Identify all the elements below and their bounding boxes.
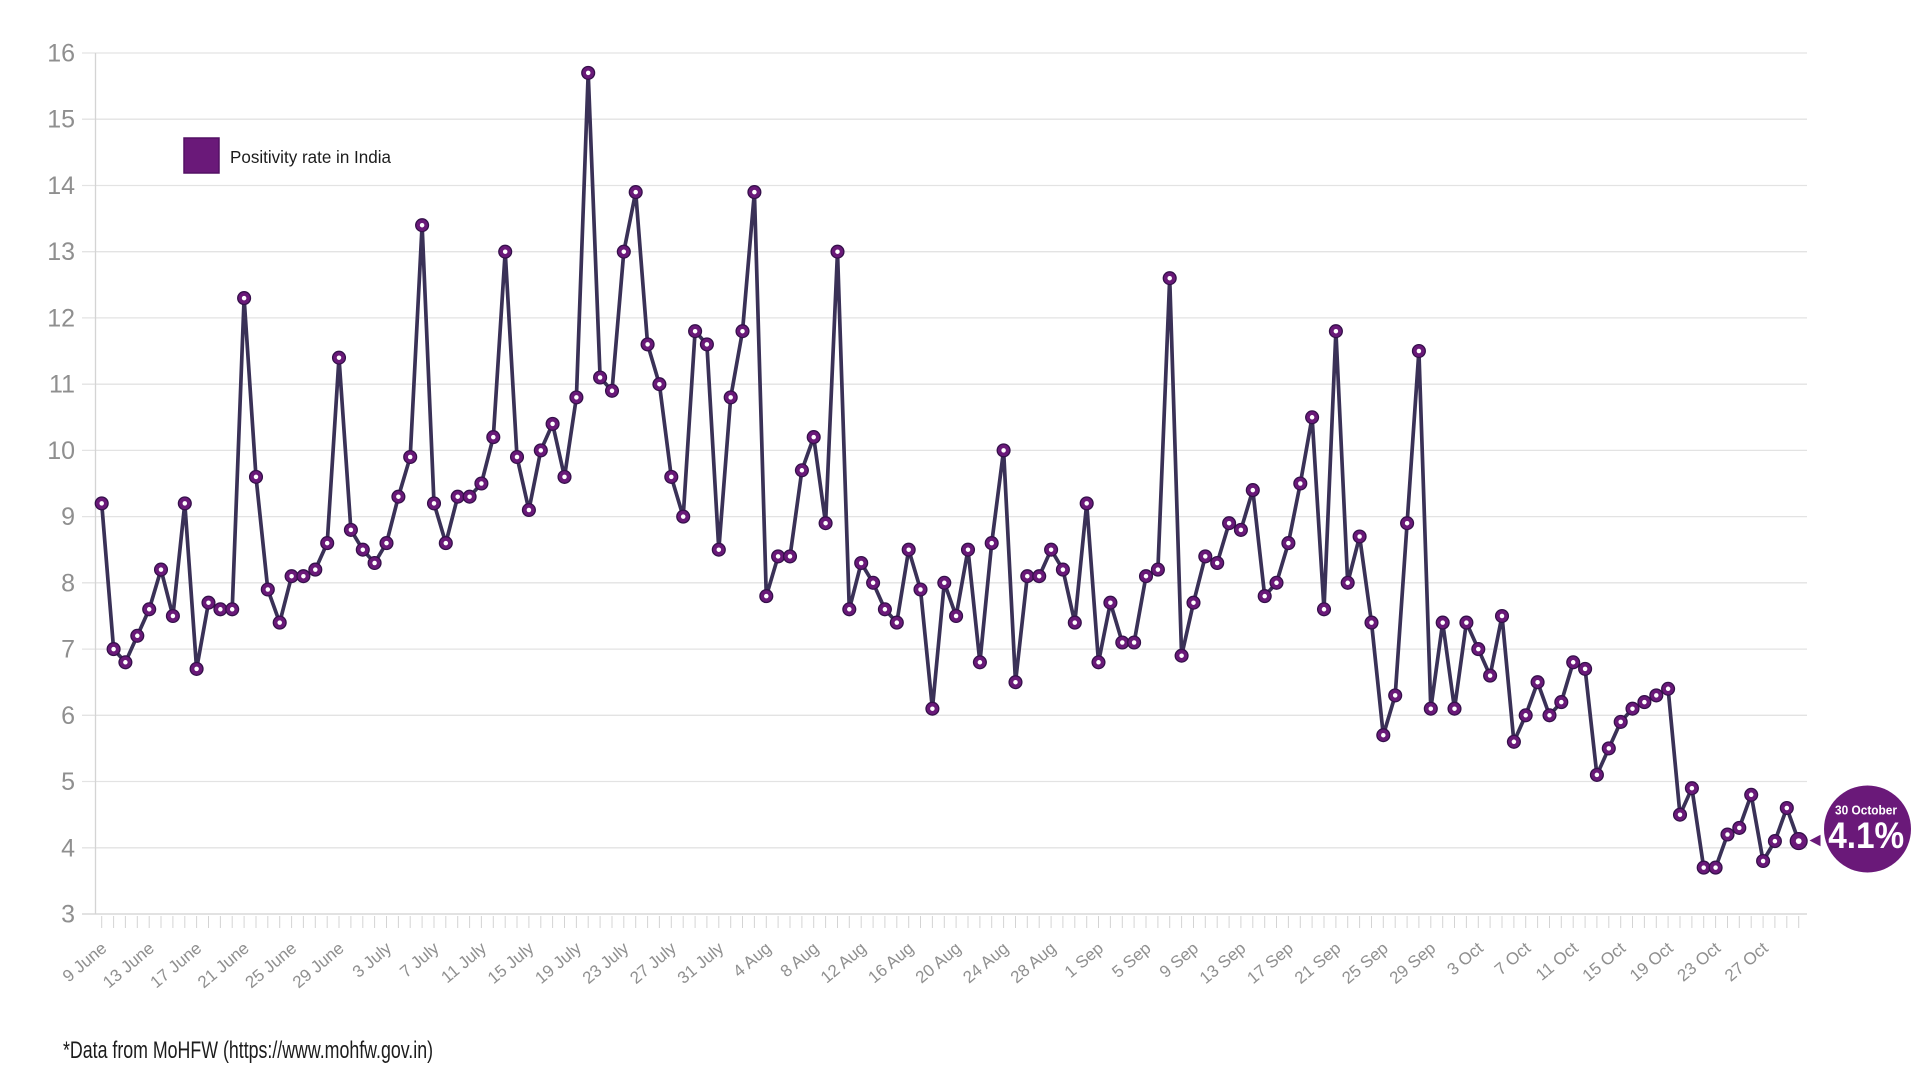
svg-text:15: 15 <box>47 106 75 134</box>
svg-text:Positivity rate in India: Positivity rate in India <box>230 147 391 167</box>
svg-text:30 October: 30 October <box>1835 803 1897 818</box>
svg-text:10: 10 <box>47 437 75 465</box>
svg-text:8: 8 <box>61 569 75 597</box>
svg-text:7: 7 <box>61 636 75 664</box>
svg-text:9: 9 <box>61 503 75 531</box>
svg-text:4.1%: 4.1% <box>1828 814 1904 856</box>
svg-text:5: 5 <box>61 768 75 796</box>
svg-text:11: 11 <box>49 371 75 399</box>
svg-text:3: 3 <box>61 901 75 929</box>
svg-text:16: 16 <box>47 40 75 68</box>
svg-text:*Data from MoHFW (https://www.: *Data from MoHFW (https://www.mohfw.gov.… <box>63 1037 433 1064</box>
svg-text:4: 4 <box>61 834 75 862</box>
svg-text:13: 13 <box>47 238 75 266</box>
svg-text:14: 14 <box>47 172 75 200</box>
svg-text:12: 12 <box>47 304 75 332</box>
svg-text:6: 6 <box>61 702 75 730</box>
